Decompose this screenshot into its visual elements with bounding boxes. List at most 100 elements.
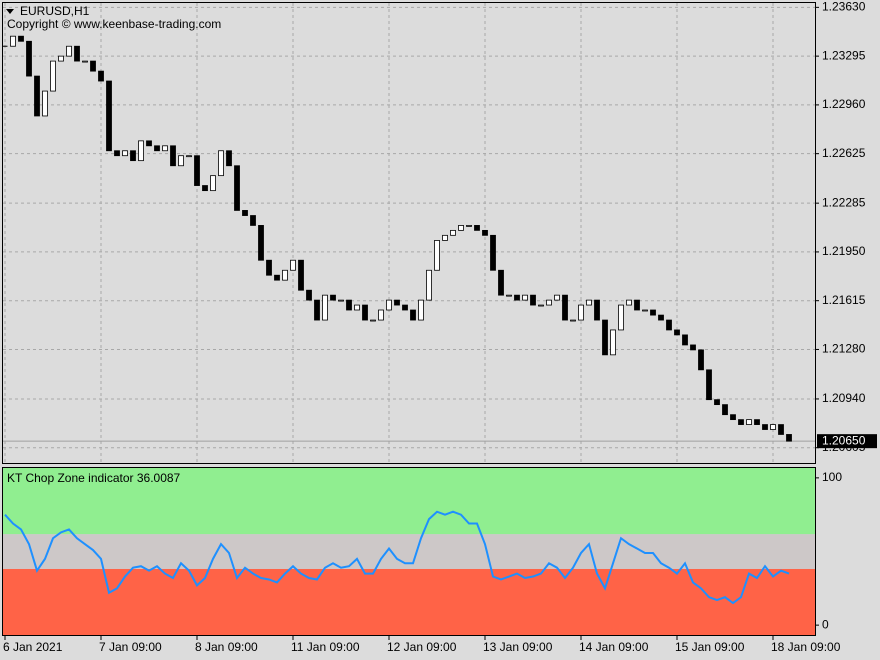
candle xyxy=(258,225,264,261)
candle xyxy=(74,45,80,62)
candle xyxy=(698,349,704,371)
candle xyxy=(114,150,120,157)
candle xyxy=(450,229,456,236)
candle xyxy=(610,329,616,356)
y-tick-label: 1.20940 xyxy=(822,391,866,405)
candle xyxy=(194,155,200,186)
candle xyxy=(186,155,192,158)
candle xyxy=(594,299,600,321)
candle xyxy=(666,319,672,331)
candle xyxy=(642,309,648,312)
candle xyxy=(690,344,696,351)
candle xyxy=(434,240,440,271)
candle xyxy=(266,259,272,276)
y-tick-label: 1.21615 xyxy=(822,293,866,307)
y-tick-label: 1.23295 xyxy=(822,48,866,62)
candle xyxy=(498,269,504,296)
candle xyxy=(378,309,384,321)
candle xyxy=(650,309,656,316)
candle xyxy=(714,399,720,406)
candle xyxy=(82,60,88,63)
candle xyxy=(178,155,184,167)
candle xyxy=(674,329,680,336)
candle xyxy=(626,299,632,306)
candle xyxy=(362,304,368,321)
candle xyxy=(146,140,152,147)
x-tick-label: 8 Jan 09:00 xyxy=(195,640,258,654)
y-tick-label: 1.21950 xyxy=(822,244,866,258)
candle xyxy=(98,70,104,82)
zone xyxy=(3,468,815,535)
candle xyxy=(482,229,488,236)
candle xyxy=(514,294,520,301)
y-tick-label: 1.22285 xyxy=(822,195,866,209)
candle xyxy=(578,304,584,321)
candle xyxy=(490,234,496,271)
candle xyxy=(250,215,256,226)
candle xyxy=(330,294,336,301)
y-tick-label: 100 xyxy=(822,470,842,484)
candle xyxy=(402,304,408,311)
candle xyxy=(530,294,536,306)
candle xyxy=(466,225,472,227)
candle xyxy=(234,165,240,211)
candle xyxy=(538,304,544,307)
candle xyxy=(202,185,208,192)
candle xyxy=(306,289,312,301)
candle xyxy=(154,145,160,152)
price-panel xyxy=(2,2,816,464)
candle xyxy=(474,225,480,231)
candle xyxy=(554,294,560,301)
candle xyxy=(682,334,688,346)
x-tick-label: 12 Jan 09:00 xyxy=(387,640,457,654)
y-tick-label: 1.22960 xyxy=(822,97,866,111)
menu-arrow[interactable] xyxy=(6,9,14,14)
candle xyxy=(506,294,512,297)
candle xyxy=(50,60,56,92)
candle xyxy=(778,424,784,435)
candle xyxy=(386,299,392,311)
candle xyxy=(90,60,96,72)
candle xyxy=(290,259,296,271)
price-label: 1.20650 xyxy=(822,433,866,447)
indicator-line xyxy=(4,510,790,605)
candle xyxy=(354,304,360,311)
candle xyxy=(394,299,400,306)
candle xyxy=(706,369,712,401)
price-label-box xyxy=(817,434,877,449)
candle xyxy=(130,150,136,162)
y-tick-label: 1.23630 xyxy=(822,0,866,14)
candle xyxy=(34,75,40,117)
candle xyxy=(770,424,776,430)
candle xyxy=(730,414,736,421)
x-tick-label: 11 Jan 09:00 xyxy=(291,640,360,654)
candle xyxy=(410,309,416,321)
candle xyxy=(786,434,792,442)
candle xyxy=(762,424,768,430)
candle xyxy=(370,319,376,322)
candle xyxy=(314,299,320,321)
candle xyxy=(738,419,744,425)
x-tick-label: 7 Jan 09:00 xyxy=(99,640,162,654)
candle xyxy=(722,404,728,416)
y-tick-label: 0 xyxy=(822,617,829,631)
x-tick-label: 6 Jan 2021 xyxy=(3,640,63,654)
indicator-title: KT Chop Zone indicator 36.0087 xyxy=(7,471,181,485)
candle xyxy=(562,294,568,321)
candle xyxy=(42,90,48,117)
candle xyxy=(338,299,344,302)
y-tick-label: 1.21280 xyxy=(822,342,866,356)
candle xyxy=(522,294,528,301)
candle xyxy=(58,55,64,62)
candle xyxy=(170,145,176,167)
chart-title: EURUSD,H1 xyxy=(20,4,90,18)
candle xyxy=(458,225,464,231)
x-tick-label: 13 Jan 09:00 xyxy=(483,640,553,654)
y-tick-label: 1.22625 xyxy=(822,146,866,160)
x-tick-label: 15 Jan 09:00 xyxy=(675,640,745,654)
candle xyxy=(346,299,352,311)
x-tick-label: 14 Jan 09:00 xyxy=(579,640,649,654)
